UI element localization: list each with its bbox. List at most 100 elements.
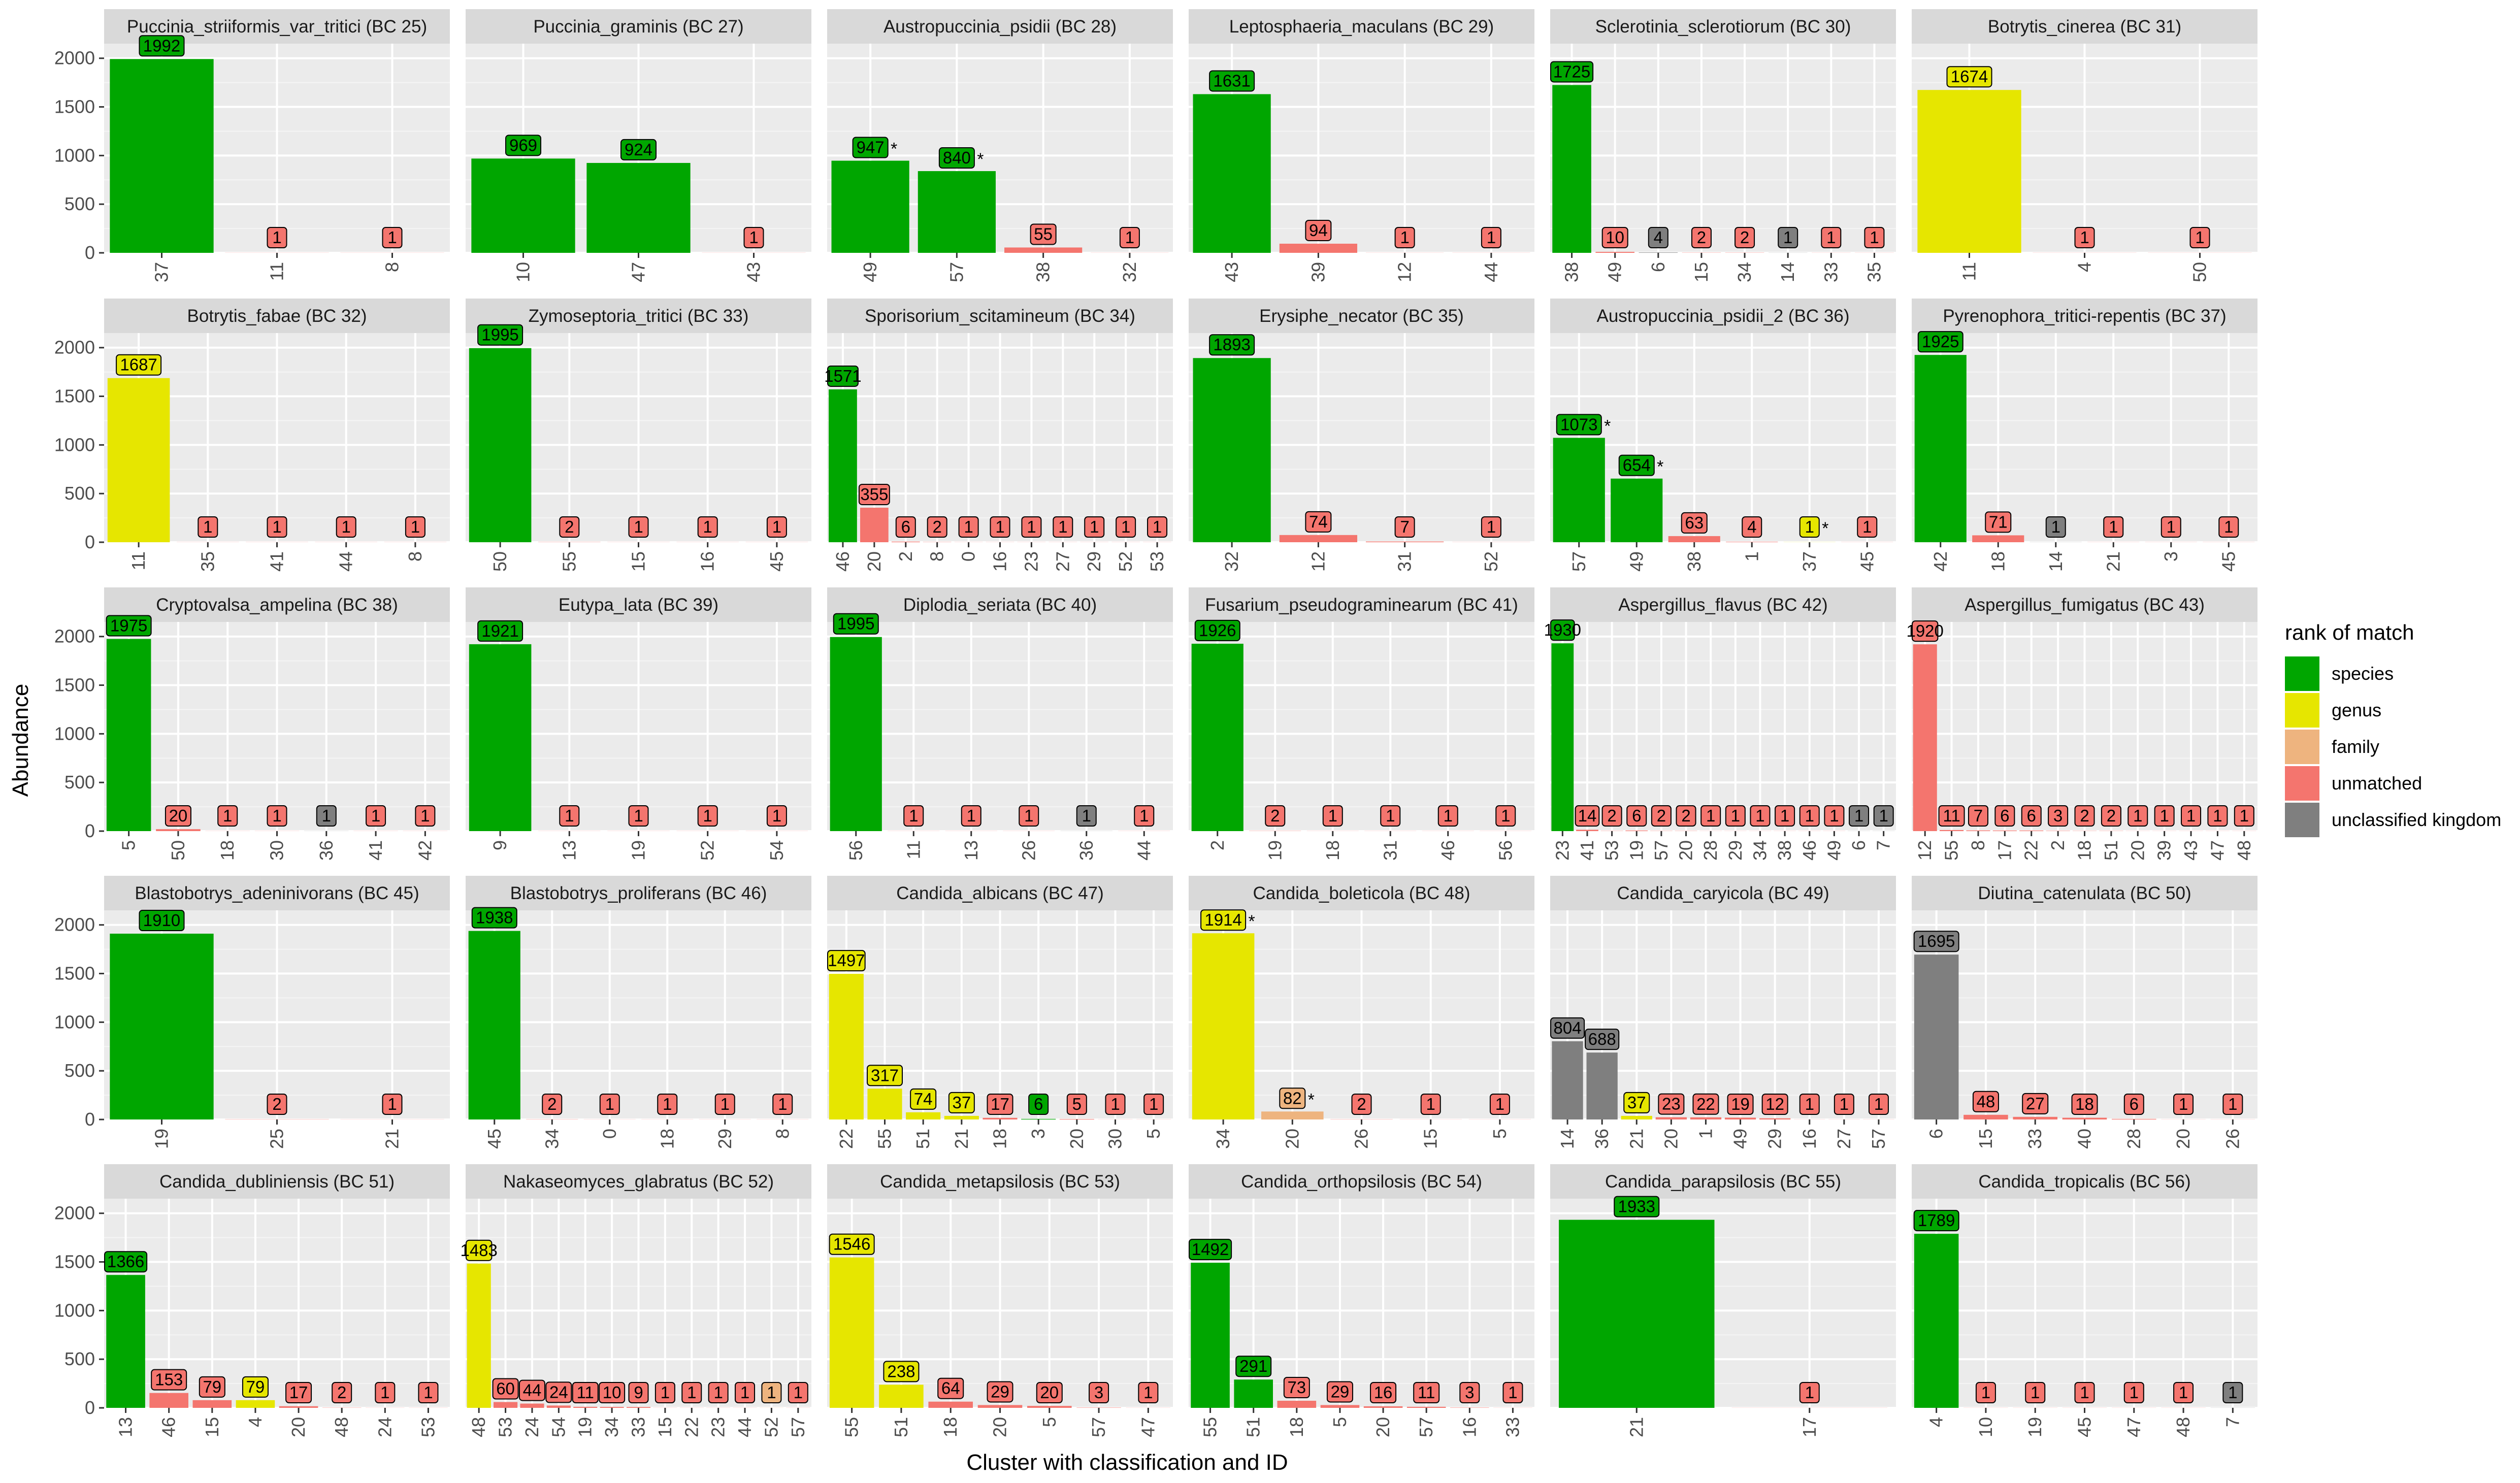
star-marker: * [1657,457,1663,477]
x-tick-label: 8 [927,551,947,562]
data-label: 1 [2133,806,2142,825]
bar [1552,1041,1583,1119]
x-tick-label: 16 [697,551,718,572]
data-label: 2 [272,1095,281,1113]
data-label: 6 [2000,806,2009,825]
x-tick-label: 11 [1959,262,1980,281]
data-label: 1 [1780,806,1789,825]
x-tick-label: 49 [1730,1129,1751,1149]
panel-title: Pyrenophora_tritici-repentis (BC 37) [1943,306,2226,326]
bar [1915,355,1967,542]
x-axis-title: Cluster with classification and ID [966,1450,1288,1475]
panel-title: Candida_caryicola (BC 49) [1617,883,1829,903]
data-label: 1687 [120,355,157,374]
x-tick-label: 5 [1489,1129,1510,1139]
x-tick-label: 30 [1105,1129,1126,1149]
y-tick-label: 1500 [54,386,95,407]
bar [1668,536,1720,542]
panel-title: Erysiphe_necator (BC 35) [1259,306,1464,326]
x-tick-label: 29 [1764,1129,1785,1149]
legend-label: species [2332,663,2394,684]
bar [193,1400,232,1408]
data-label: 7 [1974,806,1983,825]
panel-title: Nakaseomyces_glabratus (BC 52) [503,1172,774,1192]
data-label: 1910 [143,911,180,930]
bar [918,171,996,253]
panel-title: Candida_boleticola (BC 48) [1253,883,1470,903]
data-label: 1995 [837,614,874,633]
bar [2013,1117,2057,1119]
data-label: 1695 [1918,932,1955,950]
data-label: 17 [289,1383,308,1402]
data-label: 1 [995,517,1004,536]
x-tick-label: 21 [951,1129,972,1149]
x-tick-label: 20 [1660,1129,1681,1149]
x-tick-label: 43 [743,262,764,282]
x-tick-label: 8 [382,262,403,272]
bar [236,1400,275,1408]
x-tick-label: 18 [940,1417,961,1437]
data-label: 60 [496,1379,515,1398]
data-label: 1975 [110,616,147,635]
y-tick-label: 500 [64,1348,95,1369]
x-tick-label: 26 [1018,840,1039,861]
data-label: 1 [1121,517,1130,536]
x-tick-label: 4 [245,1417,266,1427]
panel: Puccinia_striiformis_var_tritici (BC 25)… [54,9,450,282]
x-tick-label: 14 [2045,551,2066,572]
panel-title: Sporisorium_scitamineum (BC 34) [865,306,1135,326]
bar [110,59,213,253]
x-tick-label: 47 [2123,1417,2144,1437]
x-tick-label: 32 [1221,551,1242,572]
data-label: 1073 [1560,415,1597,434]
x-tick-label: 18 [1322,840,1343,861]
data-label: 1366 [107,1252,144,1271]
data-label: 2 [2080,806,2089,825]
data-label: 1 [661,1383,670,1402]
panel-title: Diplodia_seriata (BC 40) [903,595,1097,615]
data-label: 1938 [476,908,513,927]
data-label: 23 [1662,1095,1681,1113]
data-label: 1921 [481,621,518,640]
x-tick-label: 2 [2047,840,2068,850]
panel-title: Cryptovalsa_ampelina (BC 38) [156,595,398,615]
star-marker: * [1604,416,1611,436]
star-marker: * [1308,1090,1315,1109]
y-tick-label: 0 [85,820,95,841]
data-label: 153 [155,1370,183,1389]
bar [1595,252,1634,253]
data-label: 1 [1755,806,1764,825]
data-label: 654 [1623,456,1651,475]
x-tick-label: 54 [766,840,787,861]
x-tick-label: 33 [1502,1417,1523,1437]
bar [1914,1234,1959,1408]
data-label: 1 [2213,806,2222,825]
bar [279,1406,318,1408]
panel-title: Botrytis_cinerea (BC 31) [1988,17,2181,37]
data-label: 37 [1627,1093,1646,1112]
data-label: 1 [1826,228,1836,247]
x-tick-label: 27 [1834,1129,1854,1149]
x-tick-label: 5 [1329,1417,1350,1427]
legend-label: unmatched [2332,773,2422,794]
data-label: 1 [1829,806,1839,825]
legend-key [2285,656,2319,691]
data-label: 2 [2107,806,2116,825]
data-label: 1 [223,806,232,825]
x-tick-label: 55 [1941,840,1962,861]
data-label: 74 [914,1090,933,1108]
data-label: 29 [1331,1382,1350,1401]
x-tick-label: 8 [405,551,426,562]
data-label: 2 [337,1383,346,1402]
data-label: 3 [1465,1383,1474,1402]
data-label: 1 [1731,806,1740,825]
bar [1192,933,1255,1119]
bar [1553,438,1605,542]
data-label: 1 [2109,517,2118,536]
x-tick-label: 38 [1033,262,1054,282]
x-tick-label: 13 [115,1417,136,1437]
